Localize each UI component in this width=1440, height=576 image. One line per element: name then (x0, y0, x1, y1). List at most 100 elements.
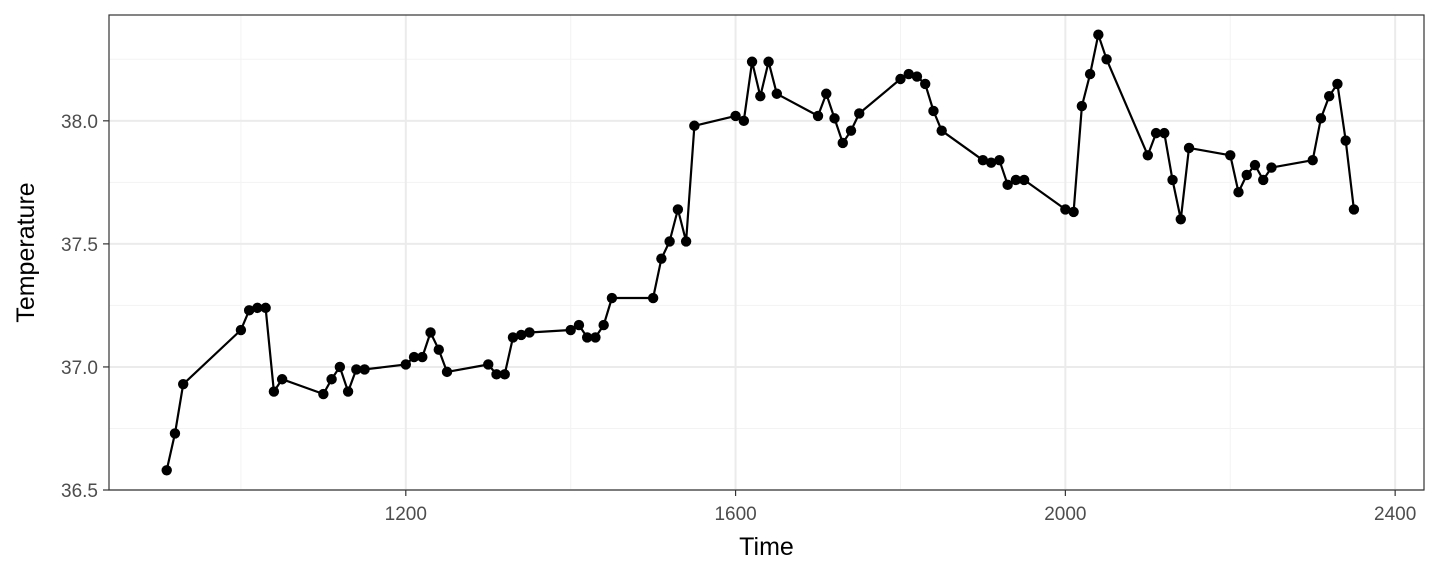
data-point (1348, 204, 1360, 215)
data-point (318, 388, 329, 400)
y-axis-tick-labels: 36.5 37.0 37.5 38.0 (61, 112, 98, 502)
data-point (243, 305, 255, 316)
data-point (1266, 162, 1277, 173)
data-point (1142, 150, 1154, 161)
data-point (573, 319, 585, 331)
x-tick-label: 2400 (1374, 504, 1416, 525)
data-point (581, 332, 593, 343)
data-point (516, 329, 527, 341)
data-point (664, 236, 675, 247)
x-tick-label: 2000 (1044, 504, 1086, 525)
data-point (1307, 155, 1318, 166)
data-point (1010, 174, 1022, 186)
data-point (1002, 179, 1013, 191)
data-point (763, 56, 774, 67)
data-point (169, 428, 181, 439)
data-point (746, 56, 758, 67)
data-point (590, 332, 601, 343)
data-point (1060, 204, 1071, 215)
y-tick-label: 37.5 (61, 235, 98, 256)
data-point (821, 88, 832, 99)
data-point (911, 71, 923, 82)
data-point (342, 386, 354, 397)
data-point (845, 125, 857, 136)
data-point (738, 115, 750, 127)
data-point (1175, 214, 1186, 225)
data-point (895, 73, 906, 85)
data-point (977, 155, 989, 166)
data-point (1076, 100, 1088, 112)
data-point (854, 108, 865, 119)
data-point (1249, 159, 1261, 171)
data-point (1315, 113, 1327, 124)
data-point (359, 364, 370, 375)
data-point (1323, 91, 1335, 102)
data-point (1167, 174, 1178, 186)
data-point (606, 292, 618, 304)
data-point (1084, 68, 1096, 80)
x-axis-title: Time (739, 533, 794, 561)
data-point (235, 324, 247, 336)
data-point (161, 465, 172, 476)
data-point (1159, 127, 1170, 139)
data-point (730, 110, 741, 122)
data-point (326, 374, 337, 385)
data-point (647, 292, 659, 304)
data-point (1093, 29, 1104, 40)
y-tick-label: 36.5 (61, 481, 98, 502)
data-point (408, 351, 420, 363)
data-point (1332, 78, 1343, 90)
y-tick-label: 38.0 (61, 112, 98, 133)
data-point (1018, 174, 1030, 186)
data-point (351, 364, 362, 375)
minor-gridlines (109, 15, 1424, 490)
data-point (268, 386, 280, 397)
data-point (985, 157, 997, 168)
x-tick-label: 1200 (385, 504, 427, 525)
data-point (680, 236, 692, 247)
x-axis-tick-labels: 1200 1600 2000 2400 (385, 504, 1417, 525)
data-point (1258, 174, 1269, 186)
data-point (441, 366, 453, 378)
data-point (252, 302, 263, 314)
plot-panel-border (108, 14, 1425, 491)
data-point (829, 113, 840, 124)
data-point (524, 327, 535, 338)
data-point (994, 155, 1005, 166)
data-point (837, 137, 848, 149)
data-point (812, 110, 824, 122)
data-point (928, 105, 939, 117)
data-point (499, 369, 510, 380)
data-point (425, 327, 436, 338)
data-point (1340, 135, 1351, 146)
data-point (1233, 187, 1244, 198)
series-layer (161, 29, 1360, 476)
data-point (903, 68, 914, 80)
axis-ticks (103, 120, 1396, 496)
data-point (276, 374, 288, 385)
data-point (400, 359, 412, 370)
data-point (417, 351, 428, 363)
data-point (334, 361, 346, 373)
data-point (1241, 169, 1252, 181)
data-point (936, 125, 947, 136)
data-point (920, 78, 931, 90)
data-point (1101, 54, 1112, 65)
data-point (672, 204, 684, 215)
data-point (771, 88, 783, 99)
major-gridlines (109, 15, 1424, 491)
data-point (755, 91, 766, 102)
x-tick-label: 1600 (714, 504, 756, 525)
data-point (565, 324, 576, 336)
data-point (1150, 127, 1162, 139)
data-point (1225, 150, 1236, 161)
data-point (260, 302, 271, 314)
data-point (689, 120, 700, 131)
data-point (178, 378, 189, 390)
data-point (483, 359, 494, 370)
data-point (433, 344, 444, 355)
data-point (1183, 142, 1195, 154)
data-point (491, 369, 502, 380)
y-axis-title: Temperature (12, 182, 40, 322)
